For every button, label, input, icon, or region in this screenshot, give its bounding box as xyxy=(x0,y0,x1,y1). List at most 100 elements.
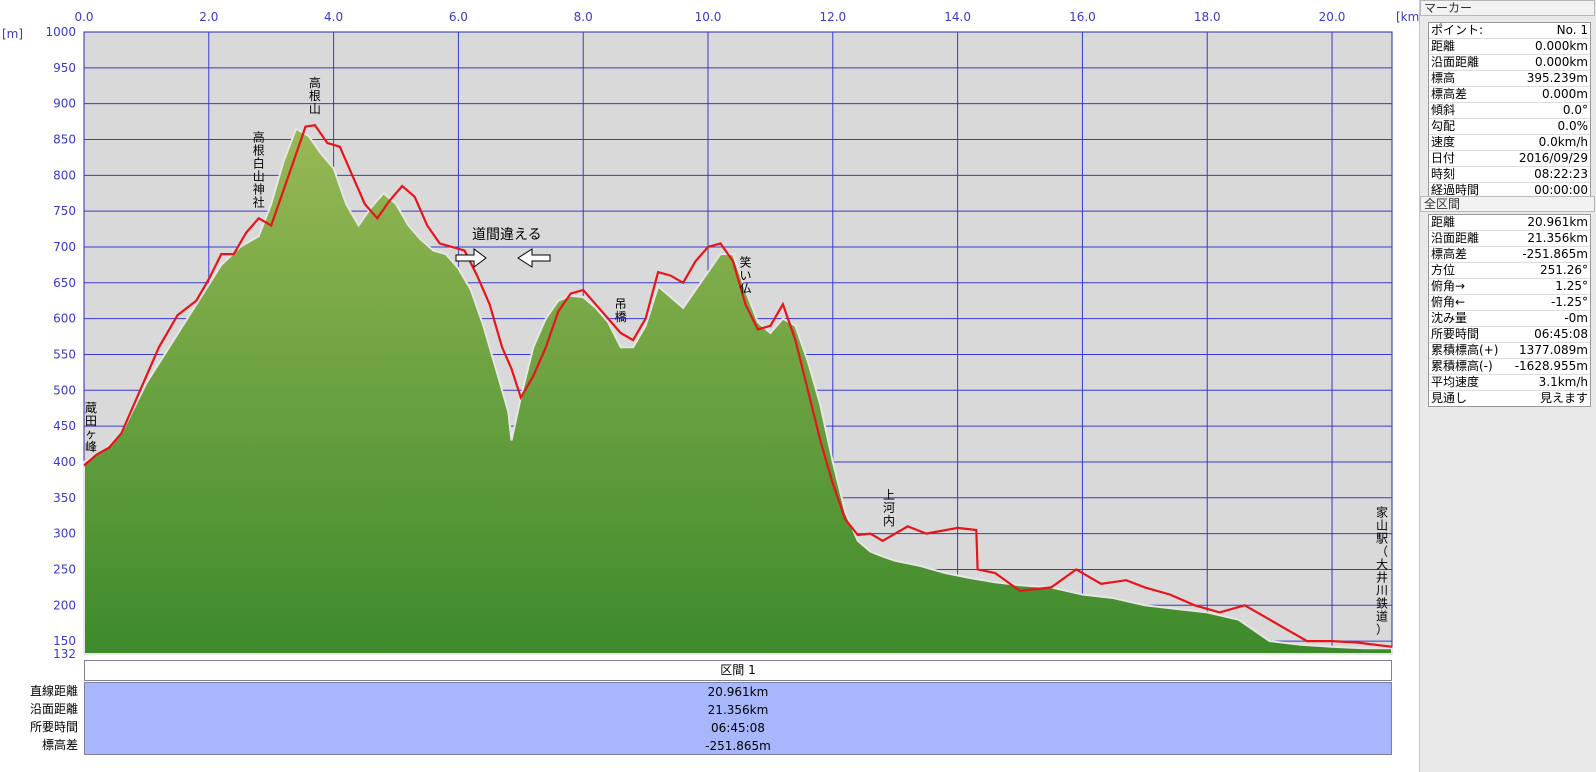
y-tick-label: 800 xyxy=(53,168,76,182)
panel-row-label: 見通し xyxy=(1431,391,1468,405)
waypoint-char: 根 xyxy=(253,143,265,157)
elevation-chart: 0.0 2.0 4.0 6.0 8.0 10.0 12.0 14.0 16.0 18.0 20.0 … xyxy=(2,10,1419,660)
panel-row: 沈み量 -0m xyxy=(1429,311,1590,327)
panel-row: 見通し 見えます xyxy=(1429,391,1590,406)
waypoint-char: 高 xyxy=(309,75,321,90)
waypoint-char: 道 xyxy=(1376,610,1388,624)
waypoint-char: 田 xyxy=(85,414,97,428)
x-tick-label: 8.0 xyxy=(574,10,593,24)
y-tick-label: 450 xyxy=(53,419,76,433)
panel-row-value: 0.0° xyxy=(1562,103,1588,117)
y-tick-label: 500 xyxy=(53,383,76,397)
panel-row-label: 所要時間 xyxy=(1431,327,1480,341)
panel-row-label: 標高差 xyxy=(1431,247,1468,261)
waypoint-char: 橋 xyxy=(615,310,627,324)
panel-row-value: 0.000km xyxy=(1535,55,1588,69)
panel-row: ポイント: No. 1 xyxy=(1429,23,1590,39)
marker-table: ポイント: No. 1 距離 0.000km 沿面距離 0.000km 標高 395.239m… xyxy=(1428,22,1591,199)
waypoint-char: 大 xyxy=(1376,558,1388,572)
panel-row-label: ポイント: xyxy=(1431,23,1484,37)
arrow-right-icon xyxy=(455,248,487,268)
y-tick-label: 250 xyxy=(53,562,76,576)
marker-panel-title: マーカー xyxy=(1420,0,1595,16)
panel-row-label: 沈み量 xyxy=(1431,311,1468,325)
panel-row-label: 俯角→ xyxy=(1431,279,1466,293)
panel-row-value: 0.0km/h xyxy=(1538,135,1588,149)
panel-row-value: -0m xyxy=(1564,311,1588,325)
y-tick-label: 600 xyxy=(53,312,76,326)
panel-row: 距離 20.961km xyxy=(1429,215,1590,231)
y-tick-label: 550 xyxy=(53,347,76,361)
panel-row: 標高差 -251.865m xyxy=(1429,247,1590,263)
section-value: 20.961km xyxy=(707,685,769,699)
panel-row: 経過時間 00:00:00 xyxy=(1429,183,1590,198)
y-tick-label: 150 xyxy=(53,634,76,648)
panel-row-value: No. 1 xyxy=(1556,23,1588,37)
panel-row: 俯角→ 1.25° xyxy=(1429,279,1590,295)
panel-row-label: 傾斜 xyxy=(1431,103,1456,117)
waypoint-char: 河 xyxy=(883,501,895,515)
x-tick-label: 14.0 xyxy=(944,10,971,24)
y-tick-label: 650 xyxy=(53,276,76,290)
range-table: 距離 20.961km 沿面距離 21.356km 標高差 -251.865m 方位 251.… xyxy=(1428,214,1591,407)
waypoint-char: 仏 xyxy=(739,281,751,295)
waypoint-char: 駅 xyxy=(1376,532,1388,546)
panel-row: 距離 0.000km xyxy=(1429,39,1590,55)
x-tick-label: 16.0 xyxy=(1069,10,1096,24)
panel-row: 沿面距離 0.000km xyxy=(1429,55,1590,71)
x-tick-label: 12.0 xyxy=(819,10,846,24)
range-panel-title: 全区間 xyxy=(1420,196,1595,212)
panel-row-label: 方位 xyxy=(1431,263,1456,277)
waypoint-char: 鉄 xyxy=(1376,596,1388,611)
waypoint-char: 笑 xyxy=(739,254,751,269)
y-tick-label: 1000 xyxy=(45,25,76,39)
y-tick-label: 400 xyxy=(53,455,76,469)
panel-row-value: -1.25° xyxy=(1550,295,1588,309)
section-header: 区間 1 xyxy=(84,660,1392,681)
waypoint-char: 家 xyxy=(1376,505,1388,520)
section-value: 06:45:08 xyxy=(711,721,765,735)
y-tick-label: 350 xyxy=(53,491,76,505)
waypoint-char: 井 xyxy=(1376,571,1388,585)
panel-row-label: 平均速度 xyxy=(1431,375,1480,389)
panel-row-label: 沿面距離 xyxy=(1431,231,1480,245)
section-label: 所要時間 xyxy=(29,720,78,734)
panel-row: 勾配 0.0% xyxy=(1429,119,1590,135)
waypoint-char: 高 xyxy=(253,129,265,144)
x-tick-label: 0.0 xyxy=(74,10,93,24)
waypoint-char: 内 xyxy=(883,514,895,528)
panel-row-label: 累積標高(-) xyxy=(1431,359,1493,373)
waypoint-label: 吊橋 xyxy=(615,297,627,324)
right-panel: マーカー ポイント: No. 1 距離 0.000km 沿面距離 0.000km 標高 395… xyxy=(1419,0,1596,772)
x-unit-label: [km] xyxy=(1396,10,1419,24)
panel-row-value: 0.000m xyxy=(1541,87,1588,101)
waypoint-char: ） xyxy=(1376,623,1388,637)
x-tick-label: 18.0 xyxy=(1194,10,1221,24)
waypoint-label: 笑い仏 xyxy=(739,254,751,295)
x-axis-ticks: 0.0 2.0 4.0 6.0 8.0 10.0 12.0 14.0 16.0 18.0 20.0 xyxy=(74,10,1345,24)
panel-row-value: 2016/09/29 xyxy=(1518,151,1588,165)
waypoint-char: 山 xyxy=(309,102,321,116)
y-unit-label: [m] xyxy=(2,27,23,41)
panel-row-value: 3.1km/h xyxy=(1538,375,1588,389)
x-tick-label: 4.0 xyxy=(324,10,343,24)
y-tick-label: 132 xyxy=(53,647,76,660)
y-tick-label: 750 xyxy=(53,204,76,218)
panel-row-value: 20.961km xyxy=(1527,215,1588,229)
annotation-arrows xyxy=(455,248,551,268)
section-value: 21.356km xyxy=(707,703,769,717)
section-label: 沿面距離 xyxy=(29,702,78,716)
panel-row-label: 標高差 xyxy=(1431,87,1468,101)
x-tick-label: 20.0 xyxy=(1319,10,1346,24)
y-tick-label: 900 xyxy=(53,97,76,111)
waypoint-char: い xyxy=(739,268,751,282)
waypoint-label: 上河内 xyxy=(883,488,895,528)
panel-row-value: -1628.955m xyxy=(1514,359,1588,373)
panel-row: 標高 395.239m xyxy=(1429,71,1590,87)
panel-row-value: 0.000km xyxy=(1535,39,1588,53)
panel-row-value: 1.25° xyxy=(1555,279,1588,293)
